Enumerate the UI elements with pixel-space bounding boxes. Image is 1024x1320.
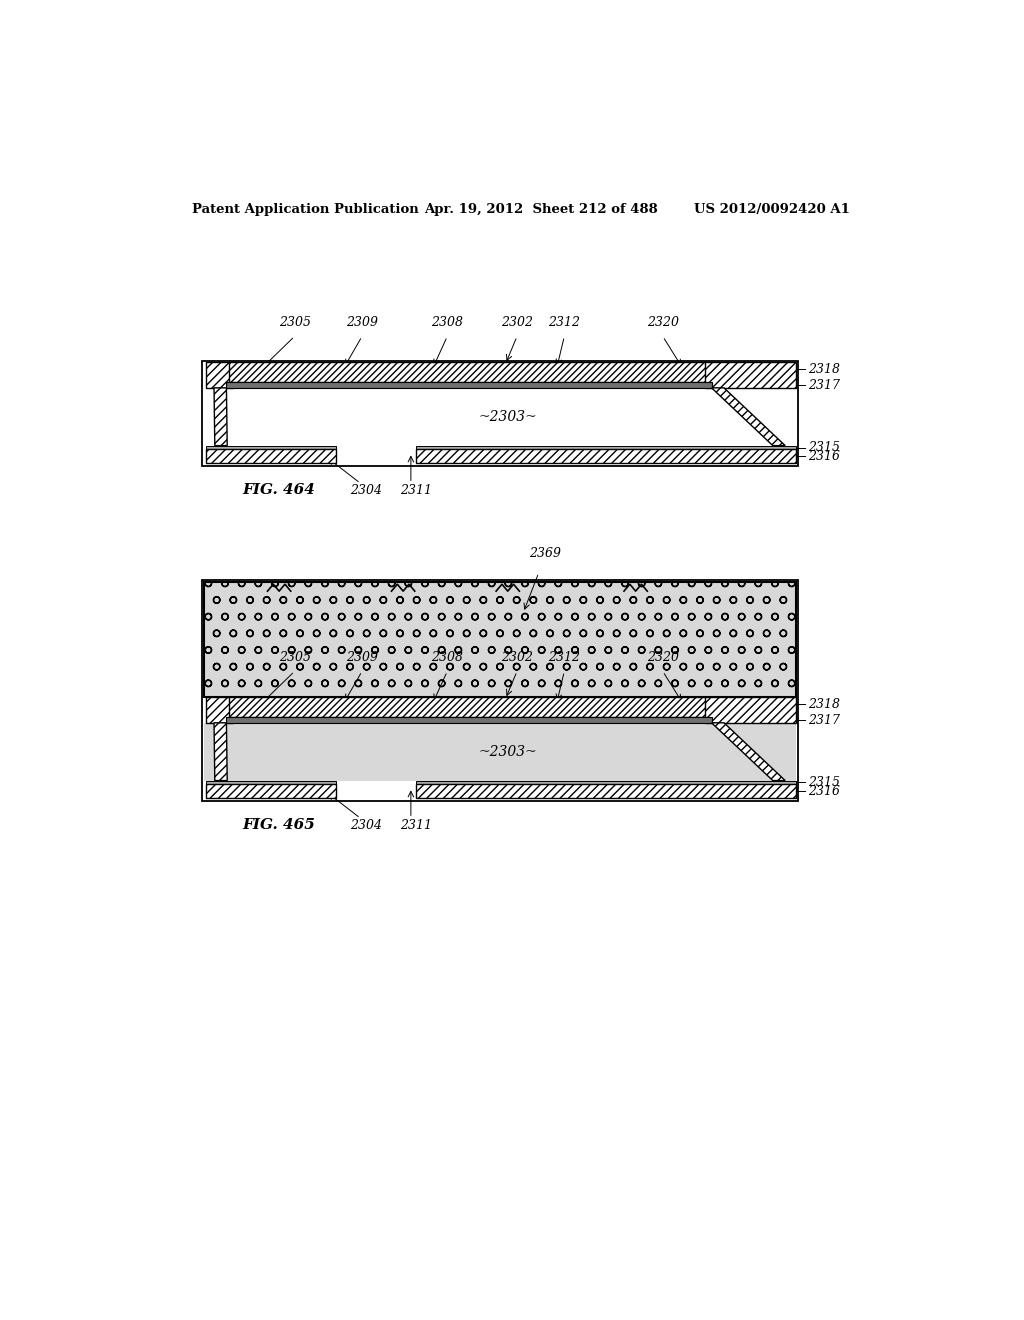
Bar [228,363,710,383]
Text: 2312: 2312 [548,315,581,329]
Bar [417,784,796,799]
Bar [417,450,796,463]
Text: 2315: 2315 [809,776,841,789]
Text: 2308: 2308 [431,651,463,664]
Polygon shape [214,723,227,780]
Text: 2317: 2317 [809,379,841,392]
Bar [417,446,796,449]
Bar [206,780,336,784]
Text: US 2012/0092420 A1: US 2012/0092420 A1 [693,203,850,216]
Text: 2308: 2308 [431,315,463,329]
Polygon shape [712,388,785,446]
Text: ~2303~: ~2303~ [478,744,538,759]
Text: 2305: 2305 [279,315,310,329]
Text: FIG. 464: FIG. 464 [243,483,315,498]
Text: 2309: 2309 [346,651,378,664]
Text: 2302: 2302 [501,651,534,664]
Bar [206,784,336,799]
Bar [231,697,707,718]
Text: 2302: 2302 [501,315,534,329]
Bar [231,363,707,383]
Bar [204,582,796,697]
Bar [206,697,232,723]
Bar [203,579,798,800]
Text: ~2303~: ~2303~ [478,409,538,424]
Bar [228,697,710,718]
Polygon shape [214,388,227,446]
Text: 2309: 2309 [346,315,378,329]
Text: 2305: 2305 [279,651,310,664]
Text: FIG. 465: FIG. 465 [243,818,315,832]
Text: 2304: 2304 [350,484,382,498]
Text: 2318: 2318 [809,698,841,711]
Text: 2317: 2317 [809,714,841,726]
Text: 2320: 2320 [647,315,679,329]
Text: 2369: 2369 [529,548,561,560]
Bar [206,446,336,449]
Bar [204,723,796,780]
Bar [417,780,796,784]
Bar [705,363,796,388]
Bar [203,360,798,466]
Bar [705,697,796,723]
Text: 2311: 2311 [400,484,432,498]
Bar [226,718,712,723]
Text: 2318: 2318 [809,363,841,376]
Bar [226,383,712,388]
Text: 2316: 2316 [809,450,841,463]
Text: 2316: 2316 [809,785,841,797]
Bar [206,363,232,388]
Text: 2320: 2320 [647,651,679,664]
Polygon shape [712,723,785,780]
Text: Patent Application Publication: Patent Application Publication [191,203,418,216]
Text: 2304: 2304 [350,820,382,832]
Text: Apr. 19, 2012  Sheet 212 of 488: Apr. 19, 2012 Sheet 212 of 488 [424,203,657,216]
Text: 2315: 2315 [809,441,841,454]
Text: 2311: 2311 [400,820,432,832]
Text: 2312: 2312 [548,651,581,664]
Bar [206,450,336,463]
